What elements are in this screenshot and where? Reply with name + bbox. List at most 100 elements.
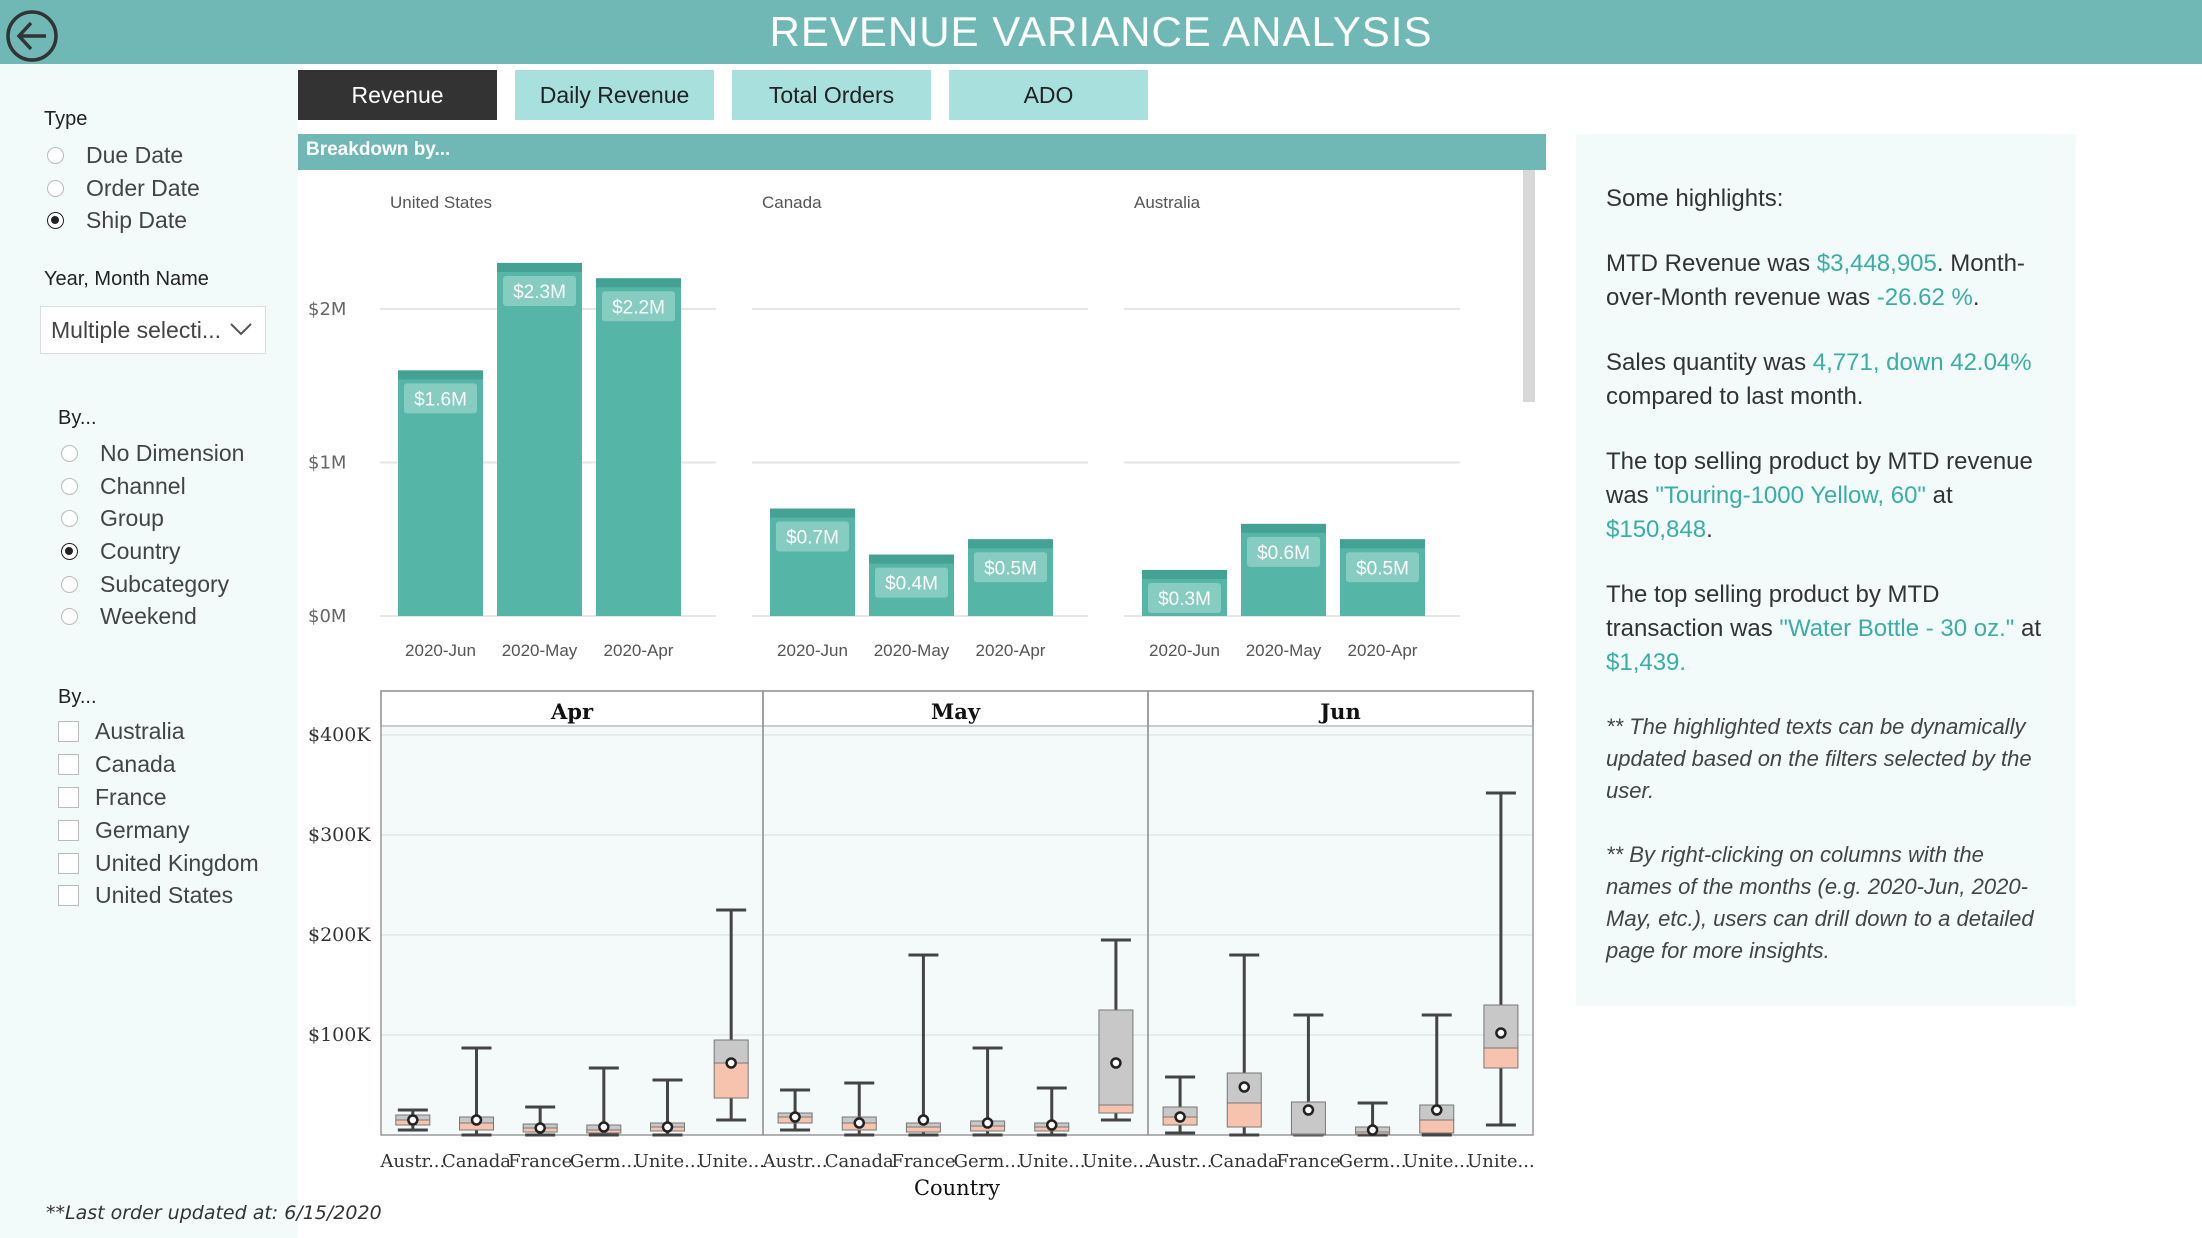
highlight-top-product-revenue: The top selling product by MTD revenue w… [1606, 448, 2033, 543]
bar-cap [1340, 539, 1425, 549]
country-option-united-states[interactable]: United States [58, 882, 233, 909]
bar-category-label: 2020-May [874, 641, 950, 660]
bar-cap [770, 508, 855, 518]
bar-data-label-bg [776, 521, 849, 552]
tab-total-orders[interactable]: Total Orders [732, 70, 931, 120]
radio-icon[interactable] [61, 445, 78, 462]
checkbox-icon[interactable] [58, 721, 79, 742]
checkbox-icon[interactable] [58, 787, 79, 808]
year-month-dropdown[interactable]: Multiple selecti... [40, 306, 266, 354]
by-dimension-label: By... [58, 407, 97, 429]
box-mean-marker [725, 1057, 737, 1069]
bar-panel-title: Canada [762, 193, 822, 212]
tab-ado[interactable]: ADO [949, 70, 1148, 120]
radio-icon[interactable] [61, 510, 78, 527]
box-y-tick-label: $300K [308, 824, 371, 846]
checkbox-icon[interactable] [58, 885, 79, 906]
bar-data-label: $2.3M [513, 282, 566, 303]
bar-data-label: $0.3M [1158, 589, 1211, 610]
box-lower [1290, 1133, 1326, 1136]
highlight-top-product-transactions: The top selling product by MTD transacti… [1606, 581, 2042, 676]
box-mean-marker [407, 1114, 419, 1126]
by-option-group[interactable]: Group [61, 505, 164, 532]
bar-category-label: 2020-May [502, 641, 578, 660]
bar-category-label: 2020-Jun [1149, 641, 1220, 660]
tab-daily-revenue[interactable]: Daily Revenue [515, 70, 714, 120]
country-option-germany[interactable]: Germany [58, 817, 190, 844]
bar-data-label: $0.5M [1356, 558, 1409, 579]
highlight-note-drilldown: ** By right-clicking on columns with the… [1606, 842, 2034, 963]
last-updated-note: **Last order updated at: 6/15/2020 [46, 1202, 382, 1224]
radio-selected-icon[interactable] [61, 543, 78, 560]
bar-data-label: $1.6M [414, 389, 467, 410]
bar-data-label-bg [602, 291, 675, 322]
box-mean-marker [661, 1121, 674, 1133]
bar-category-label: 2020-Apr [1348, 641, 1418, 660]
box-upper [1483, 1004, 1519, 1049]
bar-data-label: $2.2M [612, 297, 665, 318]
box-category-label: Germ... [954, 1151, 1022, 1172]
country-option-canada[interactable]: Canada [58, 751, 176, 778]
radio-icon[interactable] [47, 180, 64, 197]
box-lower [1098, 1104, 1134, 1114]
box-lower [1483, 1047, 1519, 1069]
by-option-channel[interactable]: Channel [61, 473, 186, 500]
bar-panel-title: United States [390, 193, 492, 212]
checkbox-icon[interactable] [58, 853, 79, 874]
box-y-tick-label: $400K [308, 724, 371, 746]
box-category-label: Unite... [1467, 1151, 1535, 1172]
radio-icon[interactable] [61, 576, 78, 593]
box-mean-marker [1366, 1124, 1379, 1136]
box-category-label: Unite... [1403, 1151, 1471, 1172]
box-mean-marker [853, 1117, 865, 1129]
radio-icon[interactable] [47, 147, 64, 164]
bar-cap [869, 554, 954, 564]
bar-data-label-bg [1148, 582, 1221, 613]
highlight-mtd-revenue: MTD Revenue was $3,448,905. Month-over-M… [1606, 250, 2025, 311]
highlight-note-dynamic: ** The highlighted texts can be dynamica… [1606, 714, 2032, 803]
by-option-no-dimension[interactable]: No Dimension [61, 440, 244, 467]
type-option-order-date[interactable]: Order Date [47, 175, 200, 202]
country-option-united-kingdom[interactable]: United Kingdom [58, 850, 259, 877]
box-facet-title: May [931, 699, 981, 724]
box-panel-bg [1148, 726, 1533, 1135]
box-category-label: France [891, 1151, 955, 1172]
tab-revenue[interactable]: Revenue [298, 70, 497, 120]
box-category-label: Austr... [1147, 1151, 1213, 1172]
bar-cap [398, 370, 483, 380]
bar-cap [596, 278, 681, 288]
box-lower [1226, 1102, 1262, 1128]
box-mean-marker [1431, 1104, 1443, 1116]
bar-category-label: 2020-Apr [976, 641, 1046, 660]
radio-icon[interactable] [61, 608, 78, 625]
box-category-label: Unite... [1082, 1151, 1150, 1172]
box-category-label: Germ... [570, 1151, 638, 1172]
breakdown-header: Breakdown by... [298, 134, 1546, 170]
radio-icon[interactable] [61, 478, 78, 495]
checkbox-icon[interactable] [58, 820, 79, 841]
bar-data-label-bg [875, 567, 948, 598]
box-mean-marker [789, 1111, 801, 1123]
by-option-country[interactable]: Country [61, 538, 181, 565]
bar-data-label-bg [404, 383, 477, 414]
panel-scrollbar[interactable] [1523, 170, 1535, 402]
box-mean-marker [1174, 1111, 1186, 1123]
country-option-australia[interactable]: Australia [58, 718, 184, 745]
radio-selected-icon[interactable] [47, 212, 64, 229]
bar-y-tick-label: $0M [308, 606, 346, 627]
back-arrow-circle-icon[interactable] [4, 8, 60, 64]
bar-data-label: $0.5M [984, 558, 1037, 579]
by-option-subcategory[interactable]: Subcategory [61, 571, 229, 598]
box-facet-header [380, 690, 764, 727]
type-option-due-date[interactable]: Due Date [47, 142, 183, 169]
by-option-weekend[interactable]: Weekend [61, 603, 197, 630]
box-mean-marker [1495, 1027, 1507, 1039]
country-option-france[interactable]: France [58, 784, 167, 811]
bar-category-label: 2020-Apr [604, 641, 674, 660]
type-filter-label: Type [44, 108, 88, 130]
checkbox-icon[interactable] [58, 754, 79, 775]
chevron-down-icon [230, 323, 252, 336]
type-option-ship-date[interactable]: Ship Date [47, 207, 187, 234]
box-lower [1419, 1119, 1455, 1134]
box-category-label: Canada [442, 1151, 511, 1172]
